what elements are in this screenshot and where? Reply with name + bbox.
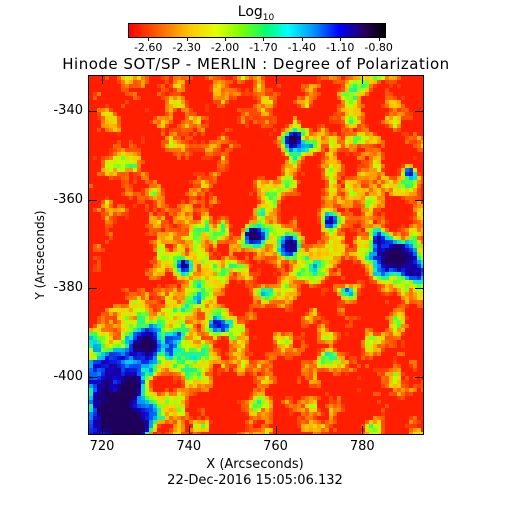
y-tick-label: -400 — [53, 368, 83, 384]
colorbar-title: Log10 — [237, 4, 275, 23]
y-tick — [89, 111, 97, 113]
x-tick — [275, 426, 277, 434]
y-tick — [415, 111, 423, 113]
x-axis-label: X (Arcseconds) — [206, 457, 304, 472]
y-tick-label: -340 — [53, 103, 83, 119]
y-tick — [415, 288, 423, 290]
polarization-image — [89, 76, 423, 434]
colorbar-tick — [263, 37, 265, 41]
x-tick — [102, 76, 103, 84]
y-tick-label: -360 — [53, 191, 83, 207]
polarization-map — [88, 75, 424, 435]
colorbar-tick — [225, 37, 226, 41]
plot-title: Hinode SOT/SP - MERLIN : Degree of Polar… — [62, 55, 450, 73]
x-tick — [188, 76, 190, 84]
x-tick — [188, 426, 190, 434]
colorbar-tick-label: -2.30 — [172, 41, 201, 54]
y-tick — [89, 376, 97, 378]
timestamp: 22-Dec-2016 15:05:06.132 — [167, 473, 343, 488]
y-tick — [89, 288, 97, 290]
colorbar-tick-label: -2.00 — [210, 41, 240, 54]
colorbar-tick — [378, 37, 380, 41]
colorbar-tick-label: -1.70 — [249, 41, 278, 54]
colorbar-tick-label: -1.40 — [287, 41, 317, 54]
x-tick-label: 720 — [89, 439, 115, 454]
x-tick-label: 740 — [176, 439, 202, 454]
colorbar-tick — [340, 37, 342, 41]
y-tick-label: -380 — [53, 280, 83, 296]
colorbar-tick — [301, 37, 303, 41]
colorbar-tick — [186, 37, 188, 41]
colorbar-tick-label: -2.60 — [133, 41, 163, 54]
y-tick — [89, 199, 97, 201]
colorbar-tick — [148, 37, 150, 41]
x-tick — [275, 76, 277, 84]
colorbar-tick-label: -0.80 — [364, 41, 393, 54]
x-tick-label: 780 — [349, 439, 375, 454]
x-tick-label: 760 — [263, 439, 288, 454]
x-tick — [362, 426, 364, 434]
x-tick — [362, 76, 364, 84]
colorbar — [128, 23, 386, 38]
y-tick — [415, 199, 423, 201]
x-tick — [102, 426, 103, 434]
y-tick — [415, 376, 423, 378]
colorbar-tick-label: -1.10 — [325, 41, 355, 54]
